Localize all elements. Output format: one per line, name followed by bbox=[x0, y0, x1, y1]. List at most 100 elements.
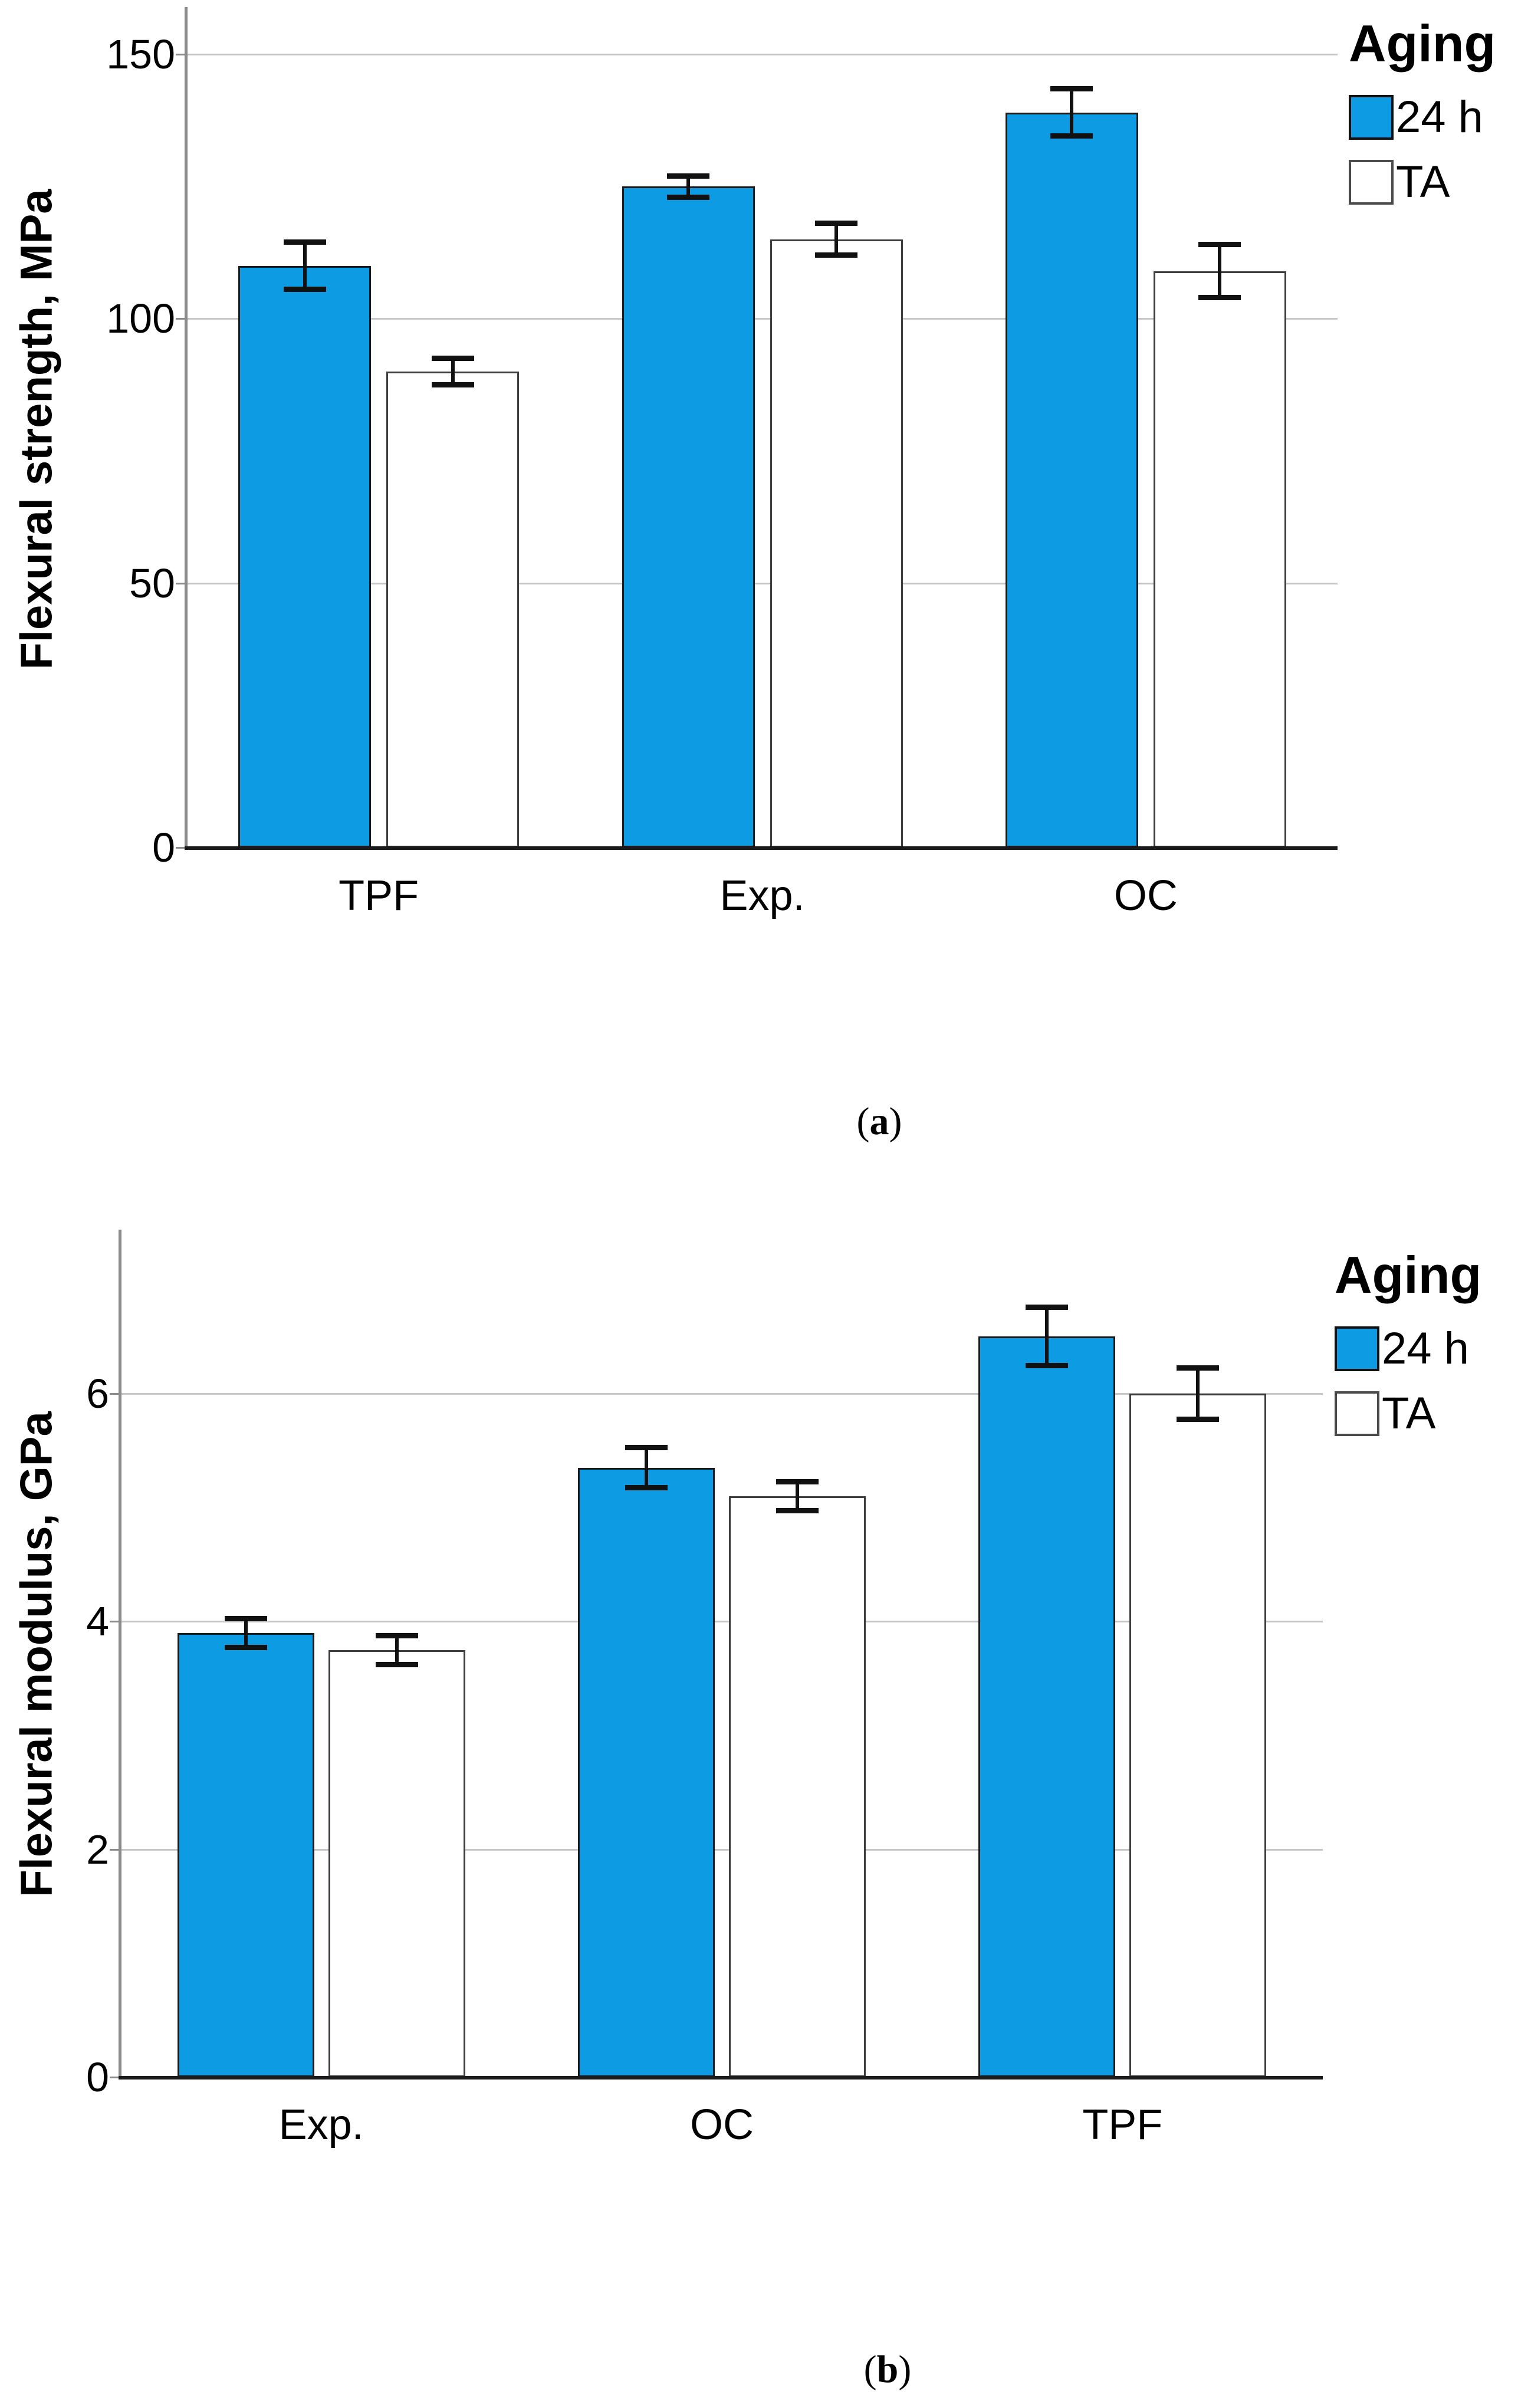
error-bar bbox=[375, 1632, 418, 1667]
error-bar-cap-top bbox=[375, 1632, 418, 1638]
y-tick-label-2: 2 bbox=[86, 1826, 109, 1872]
error-bar-cap-bottom bbox=[1050, 133, 1093, 139]
x-category-label-TPF: TPF bbox=[1082, 2101, 1163, 2149]
legend-label-ta: TA bbox=[1382, 1388, 1436, 1438]
bar-TPF-ta bbox=[1129, 1393, 1267, 2077]
x-axis-line bbox=[185, 846, 1338, 850]
bar-Exp-24h bbox=[622, 186, 755, 847]
bar-OC-24h bbox=[1005, 112, 1138, 847]
bar-Exp-ta bbox=[328, 1650, 465, 2077]
error-bar-cap-top bbox=[1026, 1305, 1069, 1310]
error-bar-cap-top bbox=[1177, 1365, 1220, 1371]
caption-b-open: ( bbox=[863, 2348, 877, 2391]
error-bar-line bbox=[796, 1479, 799, 1513]
caption-a: (a) bbox=[791, 1098, 968, 1145]
error-bar bbox=[625, 1444, 668, 1491]
error-bar-line bbox=[834, 221, 838, 258]
blue-swatch-icon bbox=[1349, 95, 1394, 140]
y-axis-line bbox=[185, 7, 188, 847]
error-bar bbox=[1050, 86, 1093, 139]
error-bar-cap-top bbox=[625, 1444, 668, 1450]
error-bar bbox=[667, 173, 709, 200]
error-bar-cap-bottom bbox=[1198, 294, 1241, 300]
gridline-2 bbox=[121, 1848, 1323, 1851]
caption-b: (b) bbox=[799, 2346, 976, 2393]
y-tick-label-50: 50 bbox=[129, 560, 175, 606]
y-tick-label-100: 100 bbox=[106, 295, 175, 342]
y-tick-150 bbox=[176, 53, 185, 55]
error-bar-line bbox=[645, 1444, 648, 1491]
y-tick-6 bbox=[110, 1392, 119, 1395]
bar-OC-24h bbox=[578, 1467, 715, 2077]
y-tick-0 bbox=[176, 847, 185, 849]
error-bar-cap-bottom bbox=[283, 287, 326, 293]
error-bar-cap-bottom bbox=[776, 1507, 819, 1513]
bar-TPF-24h bbox=[238, 265, 372, 847]
error-bar-line bbox=[451, 356, 455, 387]
error-bar-cap-top bbox=[776, 1479, 819, 1484]
y-axis-line bbox=[119, 1230, 121, 2077]
error-bar-cap-bottom bbox=[224, 1644, 267, 1650]
error-bar-cap-bottom bbox=[667, 194, 709, 200]
x-category-label-TPF: TPF bbox=[339, 872, 419, 919]
error-bar bbox=[1198, 242, 1241, 300]
bar-Exp-ta bbox=[770, 239, 903, 847]
error-bar-cap-top bbox=[815, 221, 857, 226]
caption-b-letter: b bbox=[876, 2348, 899, 2391]
gridline-4 bbox=[121, 1621, 1323, 1623]
error-bar bbox=[1177, 1365, 1220, 1423]
error-bar-cap-bottom bbox=[1026, 1363, 1069, 1369]
bar-TPF-ta bbox=[386, 371, 520, 847]
error-bar-cap-bottom bbox=[431, 382, 474, 387]
error-bar-line bbox=[1196, 1365, 1200, 1423]
y-tick-50 bbox=[176, 582, 185, 584]
x-category-label-Exp: Exp. bbox=[719, 872, 805, 919]
y-tick-label-150: 150 bbox=[106, 31, 175, 77]
error-bar-cap-top bbox=[1198, 242, 1241, 248]
error-bar-cap-top bbox=[283, 239, 326, 245]
y-tick-label-0: 0 bbox=[86, 2054, 109, 2100]
panel-b-legend: Aging 24 h TA bbox=[1335, 1247, 1481, 1454]
gridline-100 bbox=[187, 318, 1338, 320]
gridline-6 bbox=[121, 1392, 1323, 1395]
error-bar bbox=[776, 1479, 819, 1513]
legend-label-ta: TA bbox=[1396, 157, 1450, 207]
x-category-label-Exp: Exp. bbox=[278, 2101, 364, 2149]
error-bar-line bbox=[244, 1615, 248, 1650]
error-bar bbox=[224, 1615, 267, 1650]
error-bar bbox=[1026, 1305, 1069, 1369]
error-bar-line bbox=[1070, 86, 1074, 139]
legend-item-ta: TA bbox=[1335, 1389, 1481, 1438]
panel-b-legend-title: Aging bbox=[1335, 1246, 1482, 1304]
blue-swatch-icon bbox=[1335, 1326, 1379, 1371]
legend-item-24h: 24 h bbox=[1335, 1325, 1481, 1373]
bar-OC-ta bbox=[1153, 271, 1286, 847]
y-tick-label-4: 4 bbox=[86, 1598, 109, 1645]
caption-a-letter: a bbox=[869, 1100, 889, 1143]
gridline-50 bbox=[187, 582, 1338, 584]
x-axis-line bbox=[119, 2076, 1323, 2080]
error-bar-cap-bottom bbox=[1177, 1417, 1220, 1423]
y-tick-0 bbox=[110, 2077, 119, 2078]
caption-a-open: ( bbox=[856, 1100, 870, 1143]
white-swatch-icon bbox=[1349, 160, 1394, 205]
error-bar bbox=[283, 239, 326, 293]
caption-a-close: ) bbox=[889, 1100, 902, 1143]
error-bar bbox=[815, 221, 857, 258]
y-tick-label-0: 0 bbox=[152, 824, 175, 870]
y-tick-100 bbox=[176, 318, 185, 320]
panel-a-legend-title: Aging bbox=[1349, 14, 1496, 73]
error-bar-cap-bottom bbox=[625, 1485, 668, 1491]
bar-TPF-24h bbox=[978, 1336, 1116, 2077]
error-bar-line bbox=[686, 173, 690, 200]
error-bar-line bbox=[395, 1632, 399, 1667]
legend-item-24h: 24 h bbox=[1349, 93, 1496, 142]
error-bar-cap-top bbox=[667, 173, 709, 179]
error-bar-cap-bottom bbox=[375, 1661, 418, 1667]
error-bar-cap-top bbox=[1050, 86, 1093, 91]
x-category-label-OC: OC bbox=[690, 2101, 754, 2149]
error-bar-line bbox=[1045, 1305, 1049, 1369]
y-tick-label-6: 6 bbox=[86, 1370, 109, 1417]
error-bar-cap-top bbox=[431, 356, 474, 362]
